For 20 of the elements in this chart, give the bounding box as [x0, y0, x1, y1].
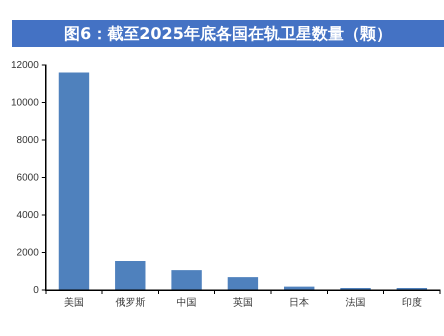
bar — [58, 72, 90, 290]
x-tick-label: 美国 — [64, 296, 84, 309]
x-tick-label: 俄罗斯 — [115, 296, 146, 309]
y-tick-label: 0 — [33, 284, 40, 296]
x-tick-label: 法国 — [346, 296, 366, 309]
y-tick-label: 2000 — [16, 247, 40, 258]
y-tick-label: 4000 — [16, 210, 40, 221]
bar — [284, 286, 314, 290]
y-tick-label: 6000 — [16, 172, 40, 184]
x-tick-label: 英国 — [232, 296, 253, 309]
y-tick-label: 12000 — [10, 60, 40, 71]
x-tick-label: 日本 — [289, 296, 310, 309]
chart-title: 图6：截至2025年底各国在轨卫星数量（颗） — [12, 20, 444, 47]
bar — [115, 260, 146, 290]
y-tick-label: 10000 — [10, 97, 40, 108]
x-tick-label: 印度 — [402, 296, 422, 309]
bar — [228, 277, 258, 290]
bar — [171, 270, 202, 290]
y-tick-label: 8000 — [16, 134, 40, 146]
x-tick-label: 中国 — [176, 296, 197, 309]
